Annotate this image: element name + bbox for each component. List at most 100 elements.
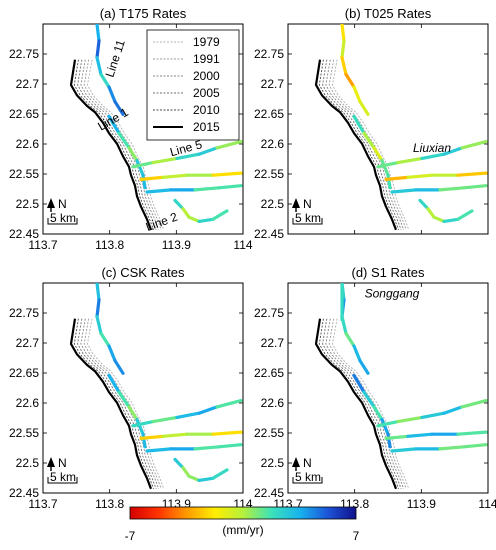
- plot-area-frame: [287, 282, 489, 494]
- y-tick-label: 22.7: [261, 77, 285, 91]
- rate-segment-line-5: [151, 415, 179, 424]
- y-tick-label: 22.65: [254, 366, 284, 380]
- panel-title: (b) T025 Rates: [345, 6, 432, 21]
- rate-segment-line-2: [442, 217, 460, 223]
- plot-area-frame: [287, 23, 489, 235]
- scale-bar: [47, 218, 78, 225]
- rate-segment-line-2: [211, 468, 229, 480]
- panel-title: (d) S1 Rates: [352, 265, 425, 280]
- legend: 1979 1991 2000 2005 2010 2015: [146, 29, 240, 141]
- y-tick-label: 22.75: [254, 47, 284, 61]
- north-label: N: [58, 197, 67, 211]
- rate-segment-line-1: [127, 405, 139, 422]
- y-tick-label: 22.55: [9, 167, 39, 181]
- rate-segment-line-11: [352, 85, 362, 104]
- shoreline-0: [331, 59, 410, 230]
- rate-segment-line-11: [95, 283, 101, 302]
- rate-segment-line-5: [197, 146, 219, 156]
- rate-segment-line-11: [95, 24, 101, 43]
- rate-segment-line-5: [175, 411, 201, 419]
- panel-title: (a) T175 Rates: [100, 6, 187, 21]
- x-tick-label: 113.9: [407, 497, 436, 511]
- rate-segment-line-1: [362, 390, 376, 409]
- y-tick-label: 22.5: [16, 197, 40, 211]
- rate-segment-line-5: [376, 420, 400, 428]
- shoreline-0: [86, 318, 165, 489]
- north-arrow-icon: [47, 198, 55, 208]
- rate-segment-line-11: [95, 315, 103, 335]
- colorbar: -7 (mm/yr) 7: [125, 506, 360, 543]
- rate-segment-line-11: [344, 72, 356, 89]
- rate-segment-line-11: [340, 39, 346, 60]
- rate-segment-line-1: [386, 173, 392, 190]
- rate-segment-branch-mid: [406, 432, 434, 438]
- rate-segment-line-2: [456, 209, 474, 221]
- rate-segment-line-1: [135, 417, 145, 436]
- rate-segment-line-5: [442, 146, 464, 156]
- legend-entry: 1979: [193, 35, 220, 49]
- rate-segment-line-1: [107, 114, 121, 135]
- x-tick-label: 113.8: [95, 497, 124, 511]
- rate-segment-line-5: [396, 156, 424, 165]
- rate-segment-line-1: [352, 373, 366, 394]
- rate-segment-line-5: [420, 152, 446, 160]
- rate-segment-branch-south: [390, 447, 418, 453]
- rate-segment-branch-mid: [456, 171, 488, 177]
- y-tick-label: 22.55: [9, 426, 39, 440]
- rate-segment-line-11: [352, 344, 362, 363]
- legend-box: [146, 29, 240, 141]
- shoreline-5: [69, 318, 153, 490]
- y-tick-label: 22.65: [9, 107, 39, 121]
- rate-segment-line-11: [95, 39, 101, 60]
- rate-segment-line-2: [197, 217, 215, 223]
- shoreline-5: [69, 59, 153, 231]
- rate-segment-line-2: [181, 466, 191, 478]
- x-tick-label: 113.9: [162, 238, 191, 252]
- shoreline-5: [314, 318, 398, 490]
- rate-segment-branch-mid: [161, 173, 189, 179]
- rate-segment-line-11: [99, 72, 111, 89]
- y-tick-label: 22.75: [9, 47, 39, 61]
- rate-segment-branch-south: [193, 186, 221, 192]
- y-tick-label: 22.6: [16, 396, 40, 410]
- rate-segment-line-5: [215, 140, 243, 150]
- rate-segment-line-5: [442, 405, 464, 415]
- rate-segment-branch-mid: [139, 175, 165, 181]
- rate-segment-branch-south: [193, 445, 221, 451]
- legend-entry: 2010: [193, 103, 220, 117]
- rate-segment-line-11: [344, 331, 356, 348]
- shoreline-group: [69, 24, 243, 231]
- shoreline-group: [314, 24, 488, 231]
- scale-bar: [292, 218, 323, 225]
- rate-segment-line-2: [187, 215, 201, 223]
- rate-segment-line-2: [418, 198, 430, 211]
- shoreline-group: [314, 283, 488, 490]
- rate-segment-line-1: [372, 405, 384, 422]
- rate-segment-line-5: [376, 161, 400, 169]
- colorbar-bar: [129, 506, 357, 520]
- rate-segment-line-11: [358, 100, 370, 116]
- rate-segment-line-2: [426, 207, 436, 219]
- rate-segment-branch-south: [145, 447, 173, 453]
- y-tick-label: 22.45: [254, 486, 284, 500]
- rate-segment-line-5: [151, 156, 179, 165]
- rate-segment-line-11: [95, 55, 103, 77]
- plot-area-frame: [42, 282, 244, 494]
- north-label: N: [303, 456, 312, 470]
- x-tick-label: 114: [233, 238, 252, 252]
- rate-segment-line-2: [187, 474, 201, 482]
- rate-segment-branch-mid: [384, 434, 410, 440]
- legend-entry: 2005: [193, 86, 220, 100]
- rate-segment-line-11: [95, 298, 101, 319]
- rate-segment-branch-south: [462, 184, 488, 190]
- legend-entry: 2000: [193, 69, 220, 83]
- rate-segment-line-1: [386, 432, 392, 449]
- north-label: N: [303, 197, 312, 211]
- y-tick-label: 22.45: [9, 486, 39, 500]
- rate-segment-line-1: [352, 114, 366, 135]
- rate-segment-line-2: [211, 209, 229, 221]
- panel-title: (c) CSK Rates: [101, 265, 185, 280]
- x-tick-label: 113.7: [28, 497, 57, 511]
